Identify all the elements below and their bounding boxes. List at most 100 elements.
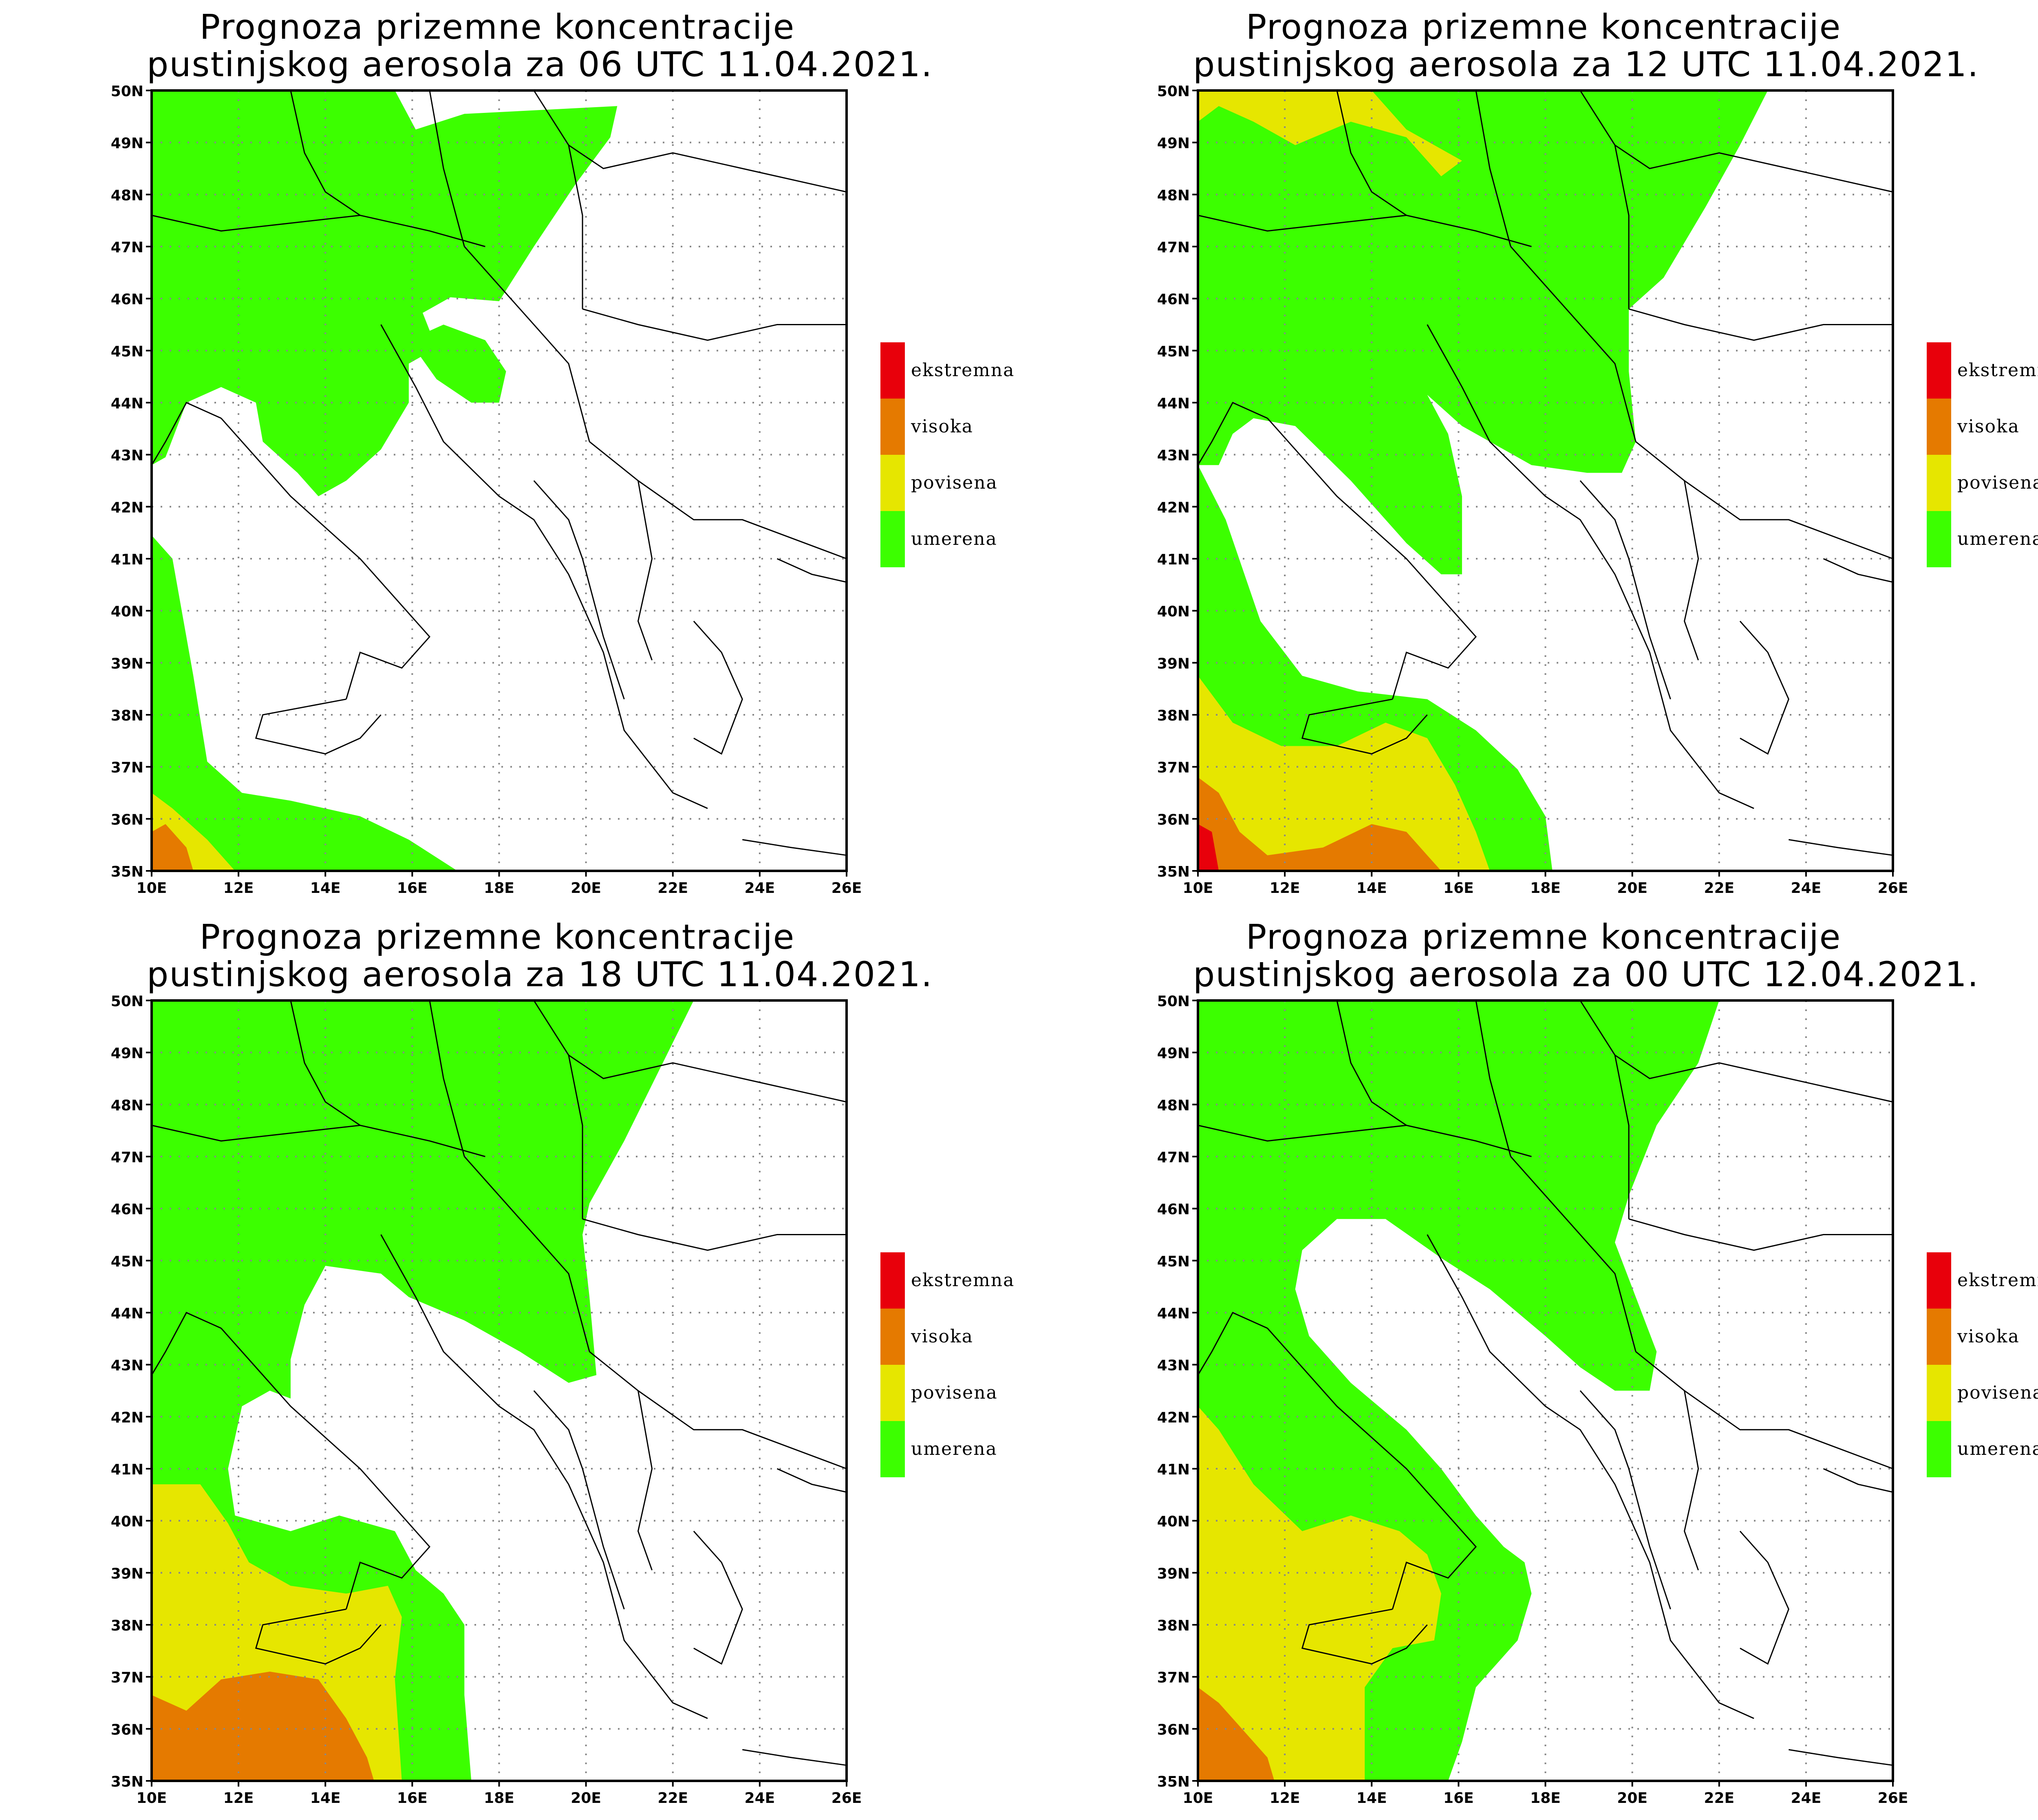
border-line [1197, 402, 1268, 465]
map-panel-12utc: Prognoza prizemne koncentracije pustinjs… [1046, 0, 2038, 910]
lon-tick-label: 12E [223, 1790, 254, 1807]
legend-swatch-umerena [1927, 511, 1951, 567]
border-line [255, 1608, 382, 1665]
lat-tick-label: 41N [1157, 551, 1190, 568]
border-line [429, 90, 465, 247]
border-line [1683, 480, 1699, 661]
lat-tick-label: 36N [1157, 1721, 1190, 1738]
lat-tick-label: 35N [1157, 1774, 1190, 1790]
legend-label: umerena [1957, 1439, 2038, 1459]
border-line [1475, 1000, 1511, 1157]
lat-tick-label: 49N [1157, 135, 1190, 152]
border-line [1198, 1124, 1532, 1157]
lat-tick-label: 42N [1157, 499, 1190, 516]
border-line [637, 1390, 653, 1571]
area-visoka [152, 824, 194, 871]
lon-tick-label: 16E [1443, 880, 1474, 897]
legend-label: ekstremna [1957, 1270, 2038, 1291]
lon-tick-label: 18E [1530, 1790, 1561, 1807]
lat-tick-label: 41N [111, 1461, 143, 1478]
legend-swatch-umerena [880, 1421, 905, 1477]
lon-tick-label: 24E [1791, 880, 1822, 897]
title-line-1: Prognoza prizemne koncentracije [1246, 917, 1842, 957]
lat-tick-label: 40N [111, 604, 143, 620]
border-line [151, 214, 485, 247]
border-line [742, 1749, 847, 1766]
border-line [464, 1156, 590, 1352]
lon-tick-label: 26E [832, 1790, 862, 1807]
legend-swatch-visoka [880, 1309, 905, 1365]
coastlines-borders [1197, 90, 1893, 856]
panel-title: Prognoza prizemne koncentracije pustinjs… [147, 917, 933, 994]
legend-label: ekstremna [911, 1270, 1015, 1291]
lon-tick-label: 20E [571, 880, 601, 897]
lat-tick-label: 38N [1157, 707, 1190, 724]
border-line [1198, 214, 1532, 247]
border-line [533, 90, 847, 193]
area-visoka [1198, 777, 1441, 871]
lat-tick-label: 49N [111, 135, 143, 152]
area-umerena [1198, 90, 1768, 575]
border-line [290, 1000, 361, 1126]
lat-tick-label: 39N [1157, 655, 1190, 672]
border-line [1427, 1234, 1754, 1719]
border-line [1475, 90, 1511, 247]
border-line [1510, 1156, 1637, 1352]
lon-tick-label: 18E [484, 880, 514, 897]
lon-tick-label: 10E [137, 1790, 167, 1807]
lat-tick-label: 46N [111, 1201, 143, 1218]
lat-tick-label: 43N [111, 447, 143, 464]
lat-tick-label: 43N [1157, 1357, 1190, 1374]
legend: ekstremna visoka povisena umerena [1927, 1252, 2038, 1477]
border-line [151, 402, 222, 465]
border-line [589, 441, 847, 560]
concentration-areas [152, 1000, 694, 1781]
lon-tick-label: 14E [310, 880, 341, 897]
legend-swatch-ekstremna [880, 1252, 905, 1309]
lat-tick-label: 48N [111, 1097, 143, 1114]
lat-tick-label: 49N [1157, 1045, 1190, 1062]
lat-tick-label: 43N [111, 1357, 143, 1374]
lon-tick-label: 24E [745, 880, 775, 897]
title-line-2: pustinjskog aerosola za 12 UTC 11.04.202… [1193, 44, 1979, 84]
lat-tick-label: 49N [111, 1045, 143, 1062]
title-line-2: pustinjskog aerosola za 18 UTC 11.04.202… [147, 954, 933, 994]
lon-tick-label: 22E [657, 1790, 688, 1807]
title-line-1: Prognoza prizemne koncentracije [199, 917, 795, 957]
lat-tick-label: 37N [1157, 1670, 1190, 1686]
border-line [1579, 1390, 1671, 1610]
border-line [380, 1234, 708, 1719]
lat-tick-label: 42N [111, 1409, 143, 1426]
forecast-map: 50N 49N 48N 47N 46N 45N 44N 43N 42N 41N 40N 39N 38N 3… [111, 83, 1014, 897]
lat-tick-label: 50N [1157, 993, 1190, 1010]
legend-swatch-povisena [1927, 455, 1951, 511]
lon-tick-label: 14E [310, 1790, 341, 1807]
lon-tick-label: 16E [1443, 1790, 1474, 1807]
lat-tick-label: 45N [111, 1253, 143, 1270]
border-line [255, 698, 382, 755]
lat-tick-label: 44N [111, 1305, 143, 1322]
lat-tick-label: 48N [1157, 1097, 1190, 1114]
lat-tick-label: 41N [111, 551, 143, 568]
border-line [464, 246, 590, 442]
border-line [693, 621, 743, 755]
lat-tick-label: 45N [111, 343, 143, 360]
legend-swatch-ekstremna [880, 342, 905, 399]
area-umerena [152, 90, 618, 496]
border-line [1683, 1390, 1699, 1571]
area-povisena [1198, 1406, 1441, 1781]
concentration-areas [152, 90, 618, 871]
lat-tick-label: 38N [111, 1617, 143, 1634]
lat-tick-label: 46N [1157, 1201, 1190, 1218]
lon-tick-label: 24E [1791, 1790, 1822, 1807]
legend: ekstremna visoka povisena umerena [880, 342, 1014, 567]
area-umerena [152, 535, 458, 871]
lat-tick-label: 36N [111, 1721, 143, 1738]
legend-label: umerena [911, 1439, 997, 1459]
border-line [582, 308, 847, 341]
border-line [221, 1328, 431, 1610]
lon-tick-label: 22E [657, 880, 688, 897]
lon-tick-label: 26E [1878, 1790, 1908, 1807]
area-visoka [1198, 1687, 1275, 1781]
lat-tick-label: 36N [1157, 811, 1190, 828]
